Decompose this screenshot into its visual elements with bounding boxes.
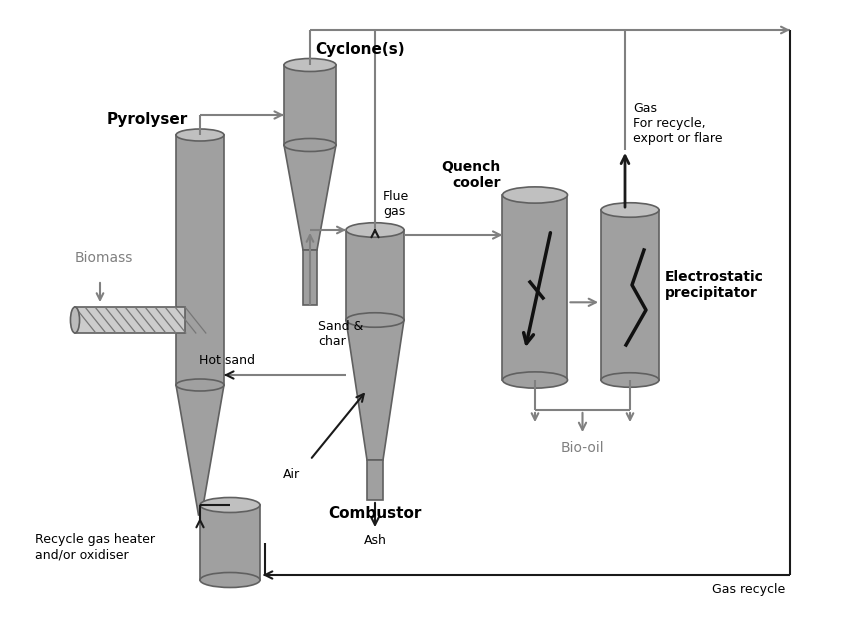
Ellipse shape (502, 187, 568, 203)
Ellipse shape (284, 58, 336, 72)
Bar (303, 250, 317, 305)
Ellipse shape (176, 129, 224, 141)
Ellipse shape (200, 572, 260, 587)
Polygon shape (346, 320, 404, 460)
Bar (200, 505, 260, 580)
Text: Ash: Ash (364, 534, 387, 547)
Text: Air: Air (283, 468, 300, 481)
Ellipse shape (346, 313, 404, 327)
Text: Combustor: Combustor (328, 506, 422, 521)
Polygon shape (284, 145, 336, 250)
Polygon shape (176, 385, 224, 515)
Bar (502, 195, 568, 380)
Ellipse shape (284, 138, 336, 152)
Text: Gas
For recycle,
export or flare: Gas For recycle, export or flare (633, 102, 722, 145)
Text: Gas recycle: Gas recycle (711, 583, 785, 596)
Ellipse shape (346, 223, 404, 237)
Ellipse shape (71, 307, 80, 333)
Text: Electrostatic
precipitator: Electrostatic precipitator (665, 270, 764, 300)
Ellipse shape (601, 203, 659, 217)
Text: Flue
gas: Flue gas (383, 190, 409, 218)
Ellipse shape (176, 379, 224, 391)
Text: Pyrolyser: Pyrolyser (107, 112, 188, 127)
Ellipse shape (502, 372, 568, 388)
Text: Sand &
char: Sand & char (318, 320, 363, 348)
Bar (346, 230, 404, 320)
Bar (176, 135, 224, 385)
Text: Biomass: Biomass (75, 251, 133, 265)
Ellipse shape (601, 373, 659, 387)
Text: Recycle gas heater
and/or oxidiser: Recycle gas heater and/or oxidiser (35, 533, 155, 562)
Ellipse shape (200, 498, 260, 513)
Bar (284, 65, 336, 145)
Bar (367, 460, 383, 500)
Bar (75, 307, 185, 333)
Bar (601, 210, 659, 380)
Text: Quench
cooler: Quench cooler (441, 160, 501, 190)
Text: Cyclone(s): Cyclone(s) (315, 42, 405, 57)
Text: Hot sand: Hot sand (199, 354, 255, 367)
Text: Bio-oil: Bio-oil (561, 441, 604, 455)
